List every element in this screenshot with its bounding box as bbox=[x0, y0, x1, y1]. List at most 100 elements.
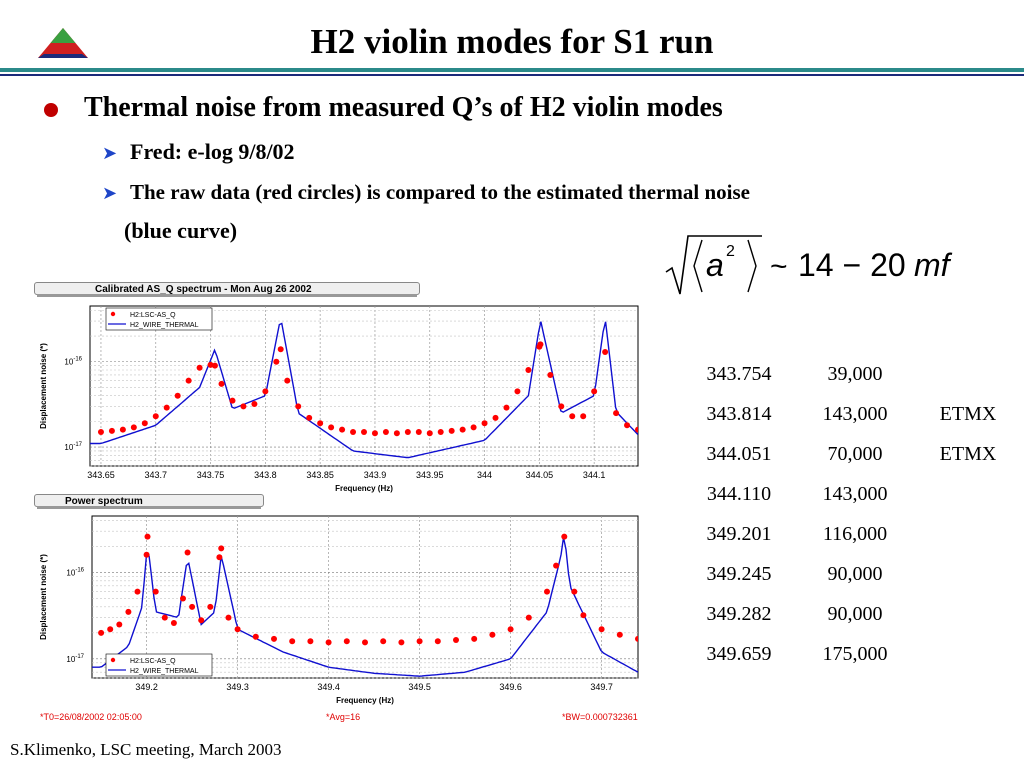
x-tick-label: 343.75 bbox=[197, 470, 225, 480]
data-point bbox=[453, 637, 459, 644]
mode-q-value: 90,000 bbox=[827, 562, 883, 585]
footnote-t0: *T0=26/08/2002 02:05:00 bbox=[40, 712, 142, 722]
legend-label: H2_WIRE_THERMAL bbox=[130, 322, 199, 329]
x-tick-label: 349.3 bbox=[226, 682, 249, 692]
legend-label: H2:LSC-AS_Q bbox=[130, 312, 176, 319]
data-point bbox=[525, 614, 532, 621]
data-point bbox=[307, 638, 314, 645]
sub-bullet-2: The raw data (red circles) is compared t… bbox=[130, 180, 750, 204]
rms-formula: a 2 ~ 14 − 20 mf bbox=[665, 235, 953, 295]
mode-mirror bbox=[920, 474, 1016, 514]
data-point bbox=[580, 612, 587, 619]
data-point bbox=[470, 424, 477, 431]
data-point bbox=[97, 429, 104, 436]
data-point bbox=[489, 631, 496, 638]
table-row: 349.245 90,000 bbox=[688, 554, 1016, 594]
data-point bbox=[198, 617, 205, 624]
mode-frequency: 343.754 bbox=[706, 362, 772, 385]
data-point bbox=[361, 429, 367, 436]
data-point bbox=[174, 392, 181, 399]
chart1-plot: 343.65 343.7 343.75 343.8 343.85 343.9 343.95 3… bbox=[39, 305, 639, 493]
x-tick-label: 344.05 bbox=[526, 470, 554, 480]
title-rule-bottom bbox=[0, 74, 1024, 76]
footnote-avg: *Avg=16 bbox=[326, 712, 361, 722]
mode-q-table: 343.754 39,000 343.814 143,000 ETMX 344.051 70… bbox=[688, 354, 1016, 674]
main-bullet: Thermal noise from measured Q’s of H2 vi… bbox=[84, 92, 723, 123]
data-point bbox=[119, 426, 126, 433]
data-point bbox=[295, 403, 302, 410]
sub-bullet-2-continued: (blue curve) bbox=[124, 218, 238, 243]
data-point bbox=[350, 429, 357, 436]
y-tick-label: 10-16 bbox=[66, 567, 84, 577]
plot-frame bbox=[89, 305, 639, 467]
table-row: 344.110 143,000 bbox=[688, 474, 1016, 514]
data-point bbox=[229, 397, 236, 404]
data-point bbox=[271, 635, 277, 642]
data-point bbox=[277, 346, 284, 353]
data-point bbox=[382, 429, 389, 436]
data-point bbox=[163, 404, 170, 411]
data-point bbox=[170, 619, 177, 626]
data-point bbox=[225, 614, 232, 621]
mode-mirror bbox=[920, 354, 1016, 394]
data-point bbox=[561, 533, 568, 540]
chart2-plot: 349.2 349.3 349.4 349.5 349.6 349.7 10-16 10-17… bbox=[39, 515, 639, 705]
data-point bbox=[161, 614, 168, 621]
mode-frequency: 343.814 bbox=[706, 402, 772, 425]
mode-frequency: 344.110 bbox=[706, 482, 772, 505]
data-point bbox=[635, 635, 638, 642]
data-point bbox=[152, 413, 159, 420]
thermal-noise-curve bbox=[92, 537, 638, 677]
data-point bbox=[284, 377, 291, 384]
y-tick-label: 10-17 bbox=[64, 442, 82, 452]
legend-label: H2_WIRE_THERMAL bbox=[130, 668, 199, 675]
title-rule-top bbox=[0, 68, 1024, 72]
data-point bbox=[234, 626, 241, 633]
data-point bbox=[507, 626, 514, 633]
table-row: 343.754 39,000 bbox=[688, 354, 1016, 394]
data-point bbox=[525, 367, 532, 374]
x-tick-label: 349.2 bbox=[135, 682, 158, 692]
mode-q-value: 143,000 bbox=[822, 482, 888, 505]
mode-q-value: 116,000 bbox=[822, 522, 888, 545]
thermal-noise-curve bbox=[90, 321, 638, 459]
data-point bbox=[398, 639, 405, 646]
data-point bbox=[553, 562, 560, 569]
data-point bbox=[339, 426, 346, 433]
lsc-logo-icon bbox=[38, 28, 88, 58]
x-tick-label: 343.65 bbox=[87, 470, 115, 480]
table-row: 344.051 70,000 ETMX bbox=[688, 434, 1016, 474]
data-point bbox=[262, 388, 269, 395]
data-point bbox=[537, 341, 544, 348]
footer-credit: S.Klimenko, LSC meeting, March 2003 bbox=[10, 740, 282, 759]
y-tick-label: 10-16 bbox=[64, 357, 82, 367]
mode-mirror bbox=[920, 514, 1016, 554]
mode-mirror: ETMX bbox=[939, 442, 997, 465]
data-point bbox=[558, 403, 565, 410]
table-row: 349.659 175,000 bbox=[688, 634, 1016, 674]
data-point bbox=[547, 371, 554, 378]
legend-marker-red bbox=[110, 657, 116, 663]
x-tick-label: 343.7 bbox=[144, 470, 167, 480]
y-axis-label: Displacement noise (*) bbox=[39, 343, 48, 429]
formula-range: 14 − 20 bbox=[798, 247, 906, 283]
mode-frequency: 349.245 bbox=[706, 562, 772, 585]
x-tick-label: 349.5 bbox=[408, 682, 431, 692]
mode-mirror: ETMX bbox=[939, 402, 997, 425]
data-point bbox=[211, 362, 218, 369]
x-tick-label: 344.1 bbox=[583, 470, 606, 480]
mode-mirror bbox=[920, 594, 1016, 634]
chart2-header: Power spectrum bbox=[34, 494, 264, 509]
chart2-title: Power spectrum bbox=[65, 496, 143, 507]
page-title: H2 violin modes for S1 run bbox=[310, 22, 714, 61]
mode-mirror bbox=[920, 634, 1016, 674]
legend-box bbox=[105, 653, 213, 677]
table-row: 349.201 116,000 bbox=[688, 514, 1016, 554]
data-point bbox=[184, 549, 191, 556]
arrow-bullet-icon: ➤ bbox=[102, 183, 118, 204]
data-point bbox=[180, 595, 186, 602]
data-point bbox=[289, 638, 296, 645]
data-point bbox=[616, 631, 623, 638]
footnote-bw: *BW=0.000732361 bbox=[562, 712, 638, 722]
table-row: 349.282 90,000 bbox=[688, 594, 1016, 634]
